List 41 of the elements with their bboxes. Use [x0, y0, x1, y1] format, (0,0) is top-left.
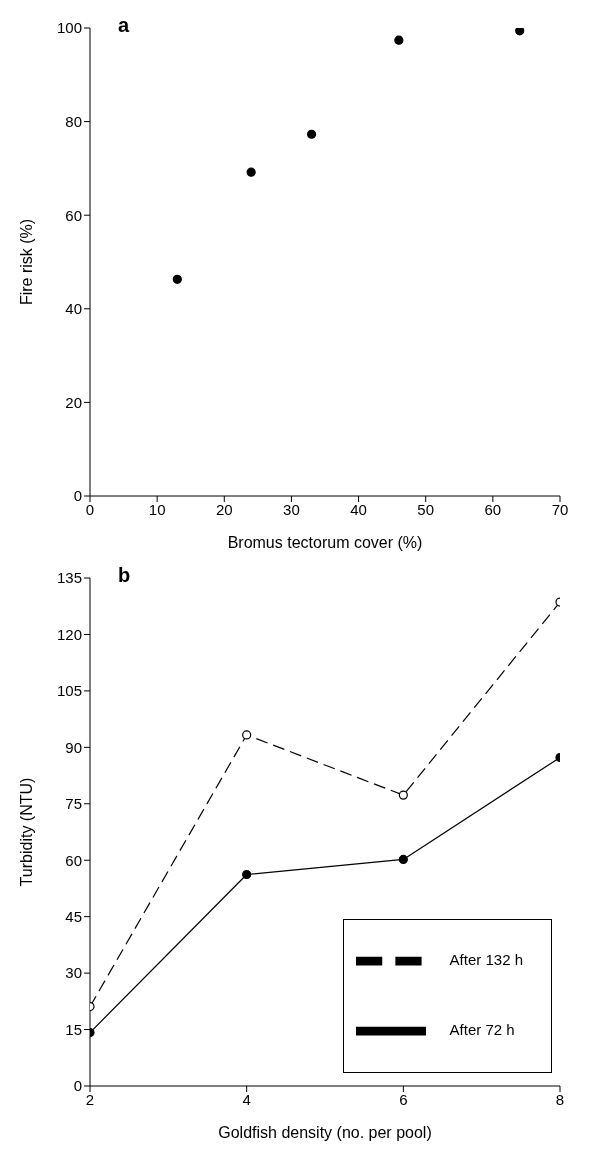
x-tick-label: 50	[417, 500, 435, 518]
y-tick-label: 40	[65, 300, 82, 318]
x-tick-label: 2	[85, 1090, 95, 1108]
y-tick-label: 100	[56, 19, 82, 37]
point	[172, 274, 182, 284]
y-tick-label: 15	[65, 1020, 82, 1038]
x-tick-label: 0	[85, 500, 95, 518]
y-tick-label: 90	[65, 738, 82, 756]
point	[394, 35, 404, 45]
y-tick-label: 45	[65, 907, 82, 925]
x-tick-label: 8	[555, 1090, 565, 1108]
chart-title: a	[118, 14, 130, 37]
x-axis-title: Goldfish density (no. per pool)	[218, 1124, 432, 1141]
x-tick-label: 70	[551, 500, 569, 518]
y-tick-label: 0	[73, 487, 82, 505]
legend-label: After 72 h	[449, 1020, 515, 1038]
x-tick-label: 60	[484, 500, 502, 518]
y-tick-label: 20	[65, 393, 82, 411]
x-tick-label: 40	[350, 500, 367, 518]
y-axis-title: Fire risk (%)	[17, 218, 35, 306]
x-tick-label: 10	[148, 500, 166, 518]
x-tick-label: 30	[283, 500, 300, 518]
y-tick-label: 105	[56, 682, 82, 700]
point	[515, 28, 525, 36]
point	[246, 167, 256, 177]
point	[306, 129, 317, 139]
chart-title: b	[118, 564, 131, 587]
y-tick-label: 120	[56, 625, 82, 643]
x-axis-title: Bromus tectorum cover (%)	[227, 534, 423, 551]
y-tick-label: 80	[65, 112, 82, 130]
x-tick-label: 6	[399, 1090, 408, 1108]
x-tick-label: 20	[215, 500, 233, 518]
y-tick-label: 75	[65, 795, 82, 813]
y-tick-label: 0	[73, 1077, 82, 1095]
y-tick-label: 60	[65, 851, 82, 869]
y-tick-label: 135	[56, 569, 82, 587]
y-tick-label: 60	[65, 206, 82, 224]
y-axis-title: Turbidity (NTU)	[17, 777, 35, 887]
legend-label: After 132 h	[449, 950, 523, 968]
y-tick-label: 30	[65, 964, 82, 982]
x-tick-label: 4	[242, 1090, 251, 1108]
